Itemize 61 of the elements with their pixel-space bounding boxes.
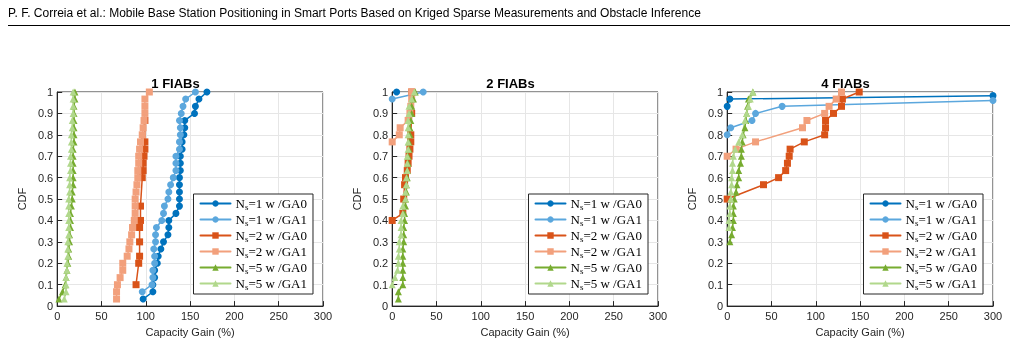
y-tick-label: 1 [717, 86, 724, 98]
y-tick-label: 0.2 [37, 257, 54, 270]
y-tick-label: 0.9 [37, 107, 54, 120]
x-tick-label: 150 [515, 309, 535, 322]
x-tick-label: 100 [136, 309, 155, 322]
y-tick-label: 0.2 [372, 257, 389, 270]
y-tick-label: 0.5 [37, 193, 54, 206]
y-tick-label: 0.8 [37, 128, 54, 141]
y-tick-label: 0 [382, 300, 389, 313]
x-axis-title: Capacity Gain (%) [480, 325, 570, 338]
x-tick-label: 150 [180, 309, 200, 322]
text: P. F. Correia et al.: Mobile Base Station Positioning in Smart Ports Based on Kriged Sparse Measurements and Obstacle Inference [8, 6, 701, 20]
y-tick-label: 0.1 [37, 278, 54, 291]
x-tick-label: 200 [225, 309, 244, 322]
x-tick-label: 150 [850, 309, 870, 322]
y-tick-label: 0.1 [372, 278, 389, 291]
x-tick-label: 250 [939, 309, 958, 322]
y-tick-label: 0.7 [37, 150, 54, 163]
y-tick-label: 0.6 [372, 171, 389, 184]
x-tick-label: 300 [648, 309, 668, 322]
y-tick-label: 0.9 [372, 107, 389, 120]
y-tick-label: 0.8 [372, 128, 389, 141]
y-tick-label: 0 [717, 300, 724, 313]
x-axis-title: Capacity Gain (%) [145, 325, 235, 338]
y-tick-label: 0.6 [707, 171, 724, 184]
y-tick-label: 1 [47, 86, 54, 98]
y-tick-label: 0.7 [372, 150, 389, 163]
y-tick-label: 0.2 [707, 257, 724, 270]
x-tick-label: 300 [313, 309, 333, 322]
y-tick-label: 0.5 [707, 193, 724, 206]
chart-title: 1 FIABs [151, 76, 200, 91]
x-axis-title: Capacity Gain (%) [815, 325, 905, 338]
chart-title: 2 FIABs [486, 76, 535, 91]
y-tick-label: 0.4 [372, 214, 389, 227]
x-tick-label: 50 [765, 309, 778, 322]
y-axis-title: CDF [350, 187, 363, 211]
chart-title: 4 FIABs [821, 76, 870, 91]
y-tick-label: 0.4 [707, 214, 724, 227]
y-axis-title: CDF [15, 187, 28, 211]
x-tick-label: 100 [806, 309, 825, 322]
x-tick-label: 50 [430, 309, 443, 322]
y-tick-label: 0.5 [372, 193, 389, 206]
y-tick-label: 0.1 [707, 278, 724, 291]
y-tick-label: 0.4 [37, 214, 54, 227]
x-tick-label: 250 [269, 309, 288, 322]
y-tick-label: 0.8 [707, 128, 724, 141]
y-tick-label: 0.3 [372, 235, 389, 248]
x-tick-label: 50 [95, 309, 108, 322]
y-tick-label: 0.7 [707, 150, 724, 163]
y-tick-label: 0.3 [37, 235, 54, 248]
y-axis-title: CDF [685, 187, 698, 211]
y-tick-label: 1 [382, 86, 389, 98]
y-tick-label: 0.6 [37, 171, 54, 184]
x-tick-label: 100 [471, 309, 490, 322]
x-tick-label: 300 [983, 309, 1003, 322]
x-tick-label: 200 [560, 309, 579, 322]
y-tick-label: 0.3 [707, 235, 724, 248]
y-tick-label: 0.9 [707, 107, 724, 120]
y-tick-label: 0 [47, 300, 54, 313]
x-tick-label: 250 [604, 309, 623, 322]
x-tick-label: 200 [895, 309, 914, 322]
